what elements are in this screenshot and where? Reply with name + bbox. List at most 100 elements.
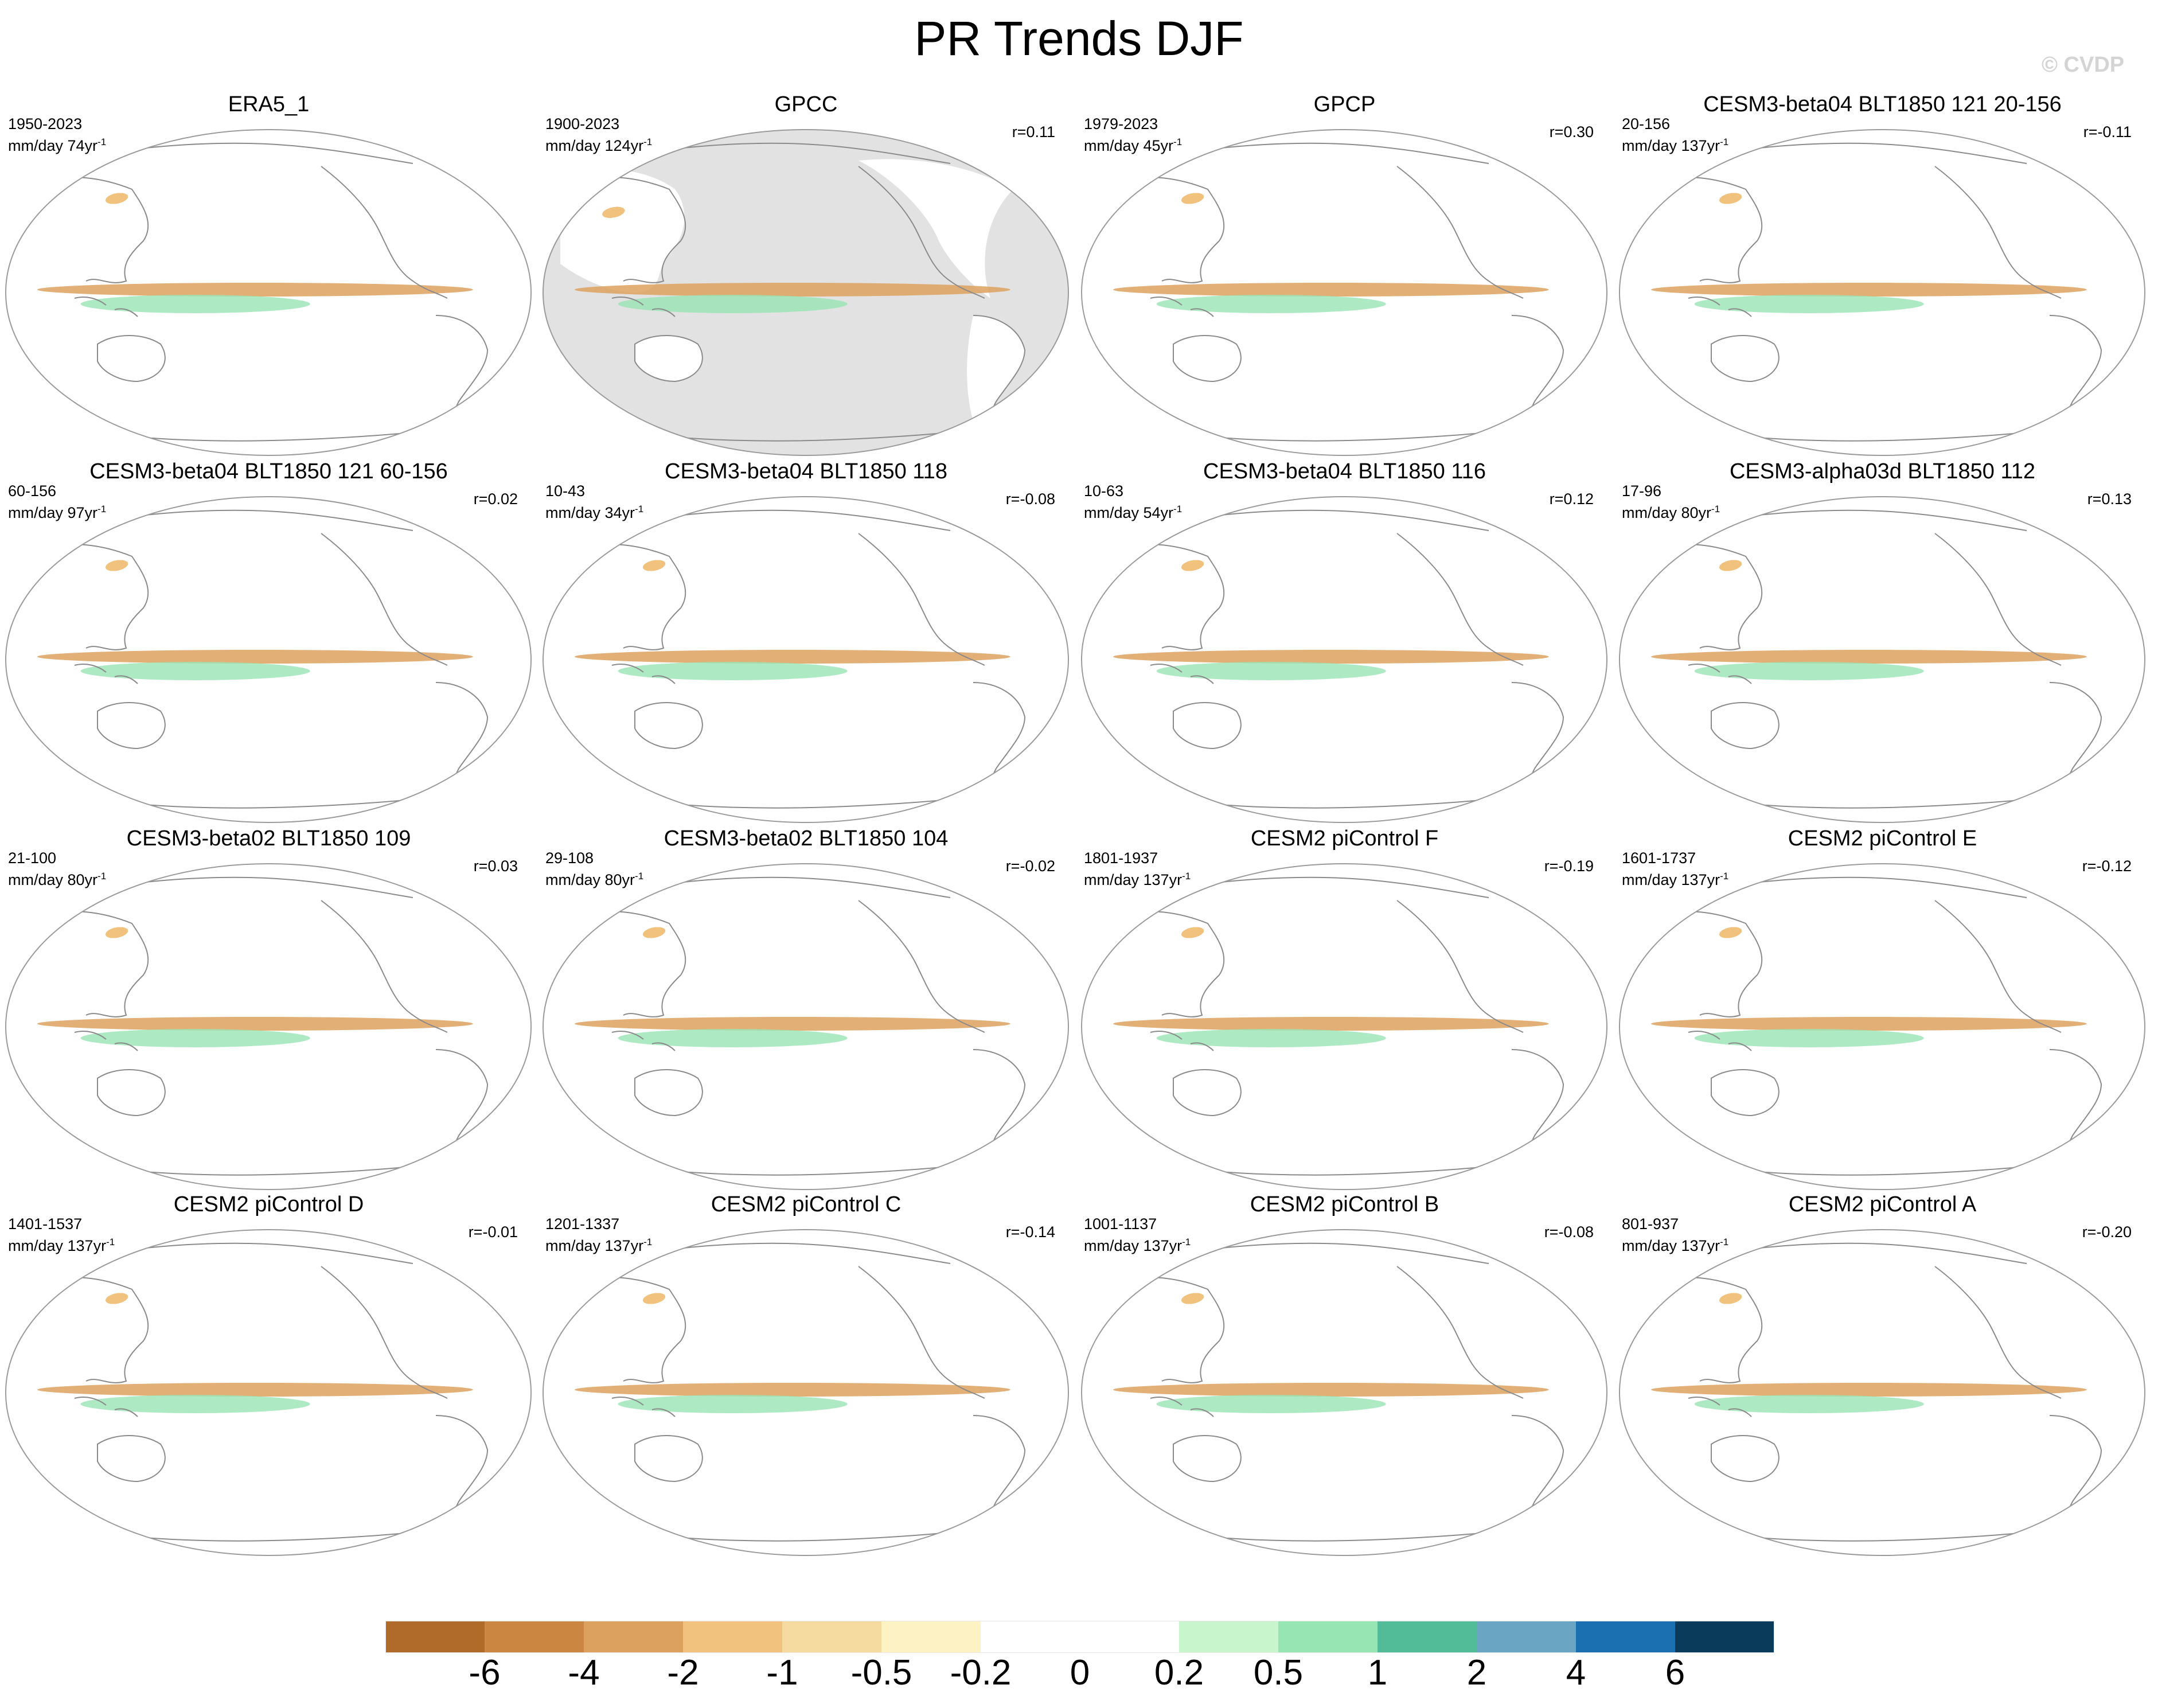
coastline [651,308,676,317]
coastline [1150,664,1183,673]
coastline [435,682,489,804]
coastline [1711,1435,1780,1483]
panel-units-text: mm/day 137yr [545,1237,644,1254]
coastline [80,424,471,442]
coastline [1511,315,1564,436]
colorbar-swatch [485,1621,584,1652]
coastline [973,1415,1026,1537]
coastline [114,675,138,684]
pattern-correlation: r=0.13 [2087,490,2132,508]
colorbar-tick-label: -0.5 [850,1653,912,1693]
units-exponent: -1 [1720,1237,1729,1247]
coastline [1190,876,1489,898]
coastline [114,1042,138,1051]
panel-period: 1979-2023 [1084,115,1158,132]
coastline [1728,1242,2027,1264]
coastline [80,1524,471,1542]
equatorial-trend-band [1650,1383,2087,1397]
panel-period: 1900-2023 [545,115,620,132]
world-map [543,496,1069,823]
world-map [5,496,532,823]
map-panel: CESM3-beta04 BLT1850 121 60-156 60-156 mm/… [0,459,537,826]
coastline [114,308,138,317]
coastline [611,1031,644,1040]
equatorial-trend-band [574,650,1010,664]
panel-units-text: mm/day 34yr [545,504,635,521]
panel-units-text: mm/day 137yr [1622,1237,1720,1254]
coastline [1693,791,2085,809]
colorbar-tick-label: -2 [667,1653,699,1693]
pattern-correlation: r=-0.02 [1005,857,1055,875]
panel-units-text: mm/day 74yr [8,137,98,154]
coastline [1693,1524,2085,1542]
coastline [74,1031,107,1040]
world-map [1081,129,1607,456]
map-panel: CESM2 piControl D 1401-1537 mm/day 137yr-1… [0,1192,537,1559]
coastline [651,1042,676,1051]
panel-units: mm/day 45yr-1 [1084,133,1182,155]
equatorial-trend-band [1113,1383,1549,1397]
coastline [2049,1415,2102,1537]
coastline [1728,509,2027,531]
colorbar-swatch [1576,1621,1676,1652]
equatorial-trend-band [618,662,848,680]
equatorial-trend-band [80,1029,310,1047]
precip-trend-contour [106,193,128,204]
coastline [1688,297,1720,306]
coastline [114,142,413,164]
coastline [1156,1524,1547,1542]
panel-period: 1401-1537 [8,1215,83,1233]
map-boundary [1619,496,2145,823]
units-exponent: -1 [1182,1237,1191,1247]
world-map [5,863,532,1190]
panel-period: 1950-2023 [8,115,83,132]
coastline [1396,1266,1524,1399]
panel-units-text: mm/day 137yr [1622,871,1720,888]
precip-trend-contour [602,206,625,218]
panel-period: 1601-1737 [1622,849,1696,867]
map-panel: CESM3-beta02 BLT1850 109 21-100 mm/day 80y… [0,826,537,1193]
world-map [5,1229,532,1556]
panel-title: CESM3-beta04 BLT1850 121 60-156 [89,459,448,483]
precip-trend-contour [106,927,128,938]
pattern-correlation: r=-0.14 [1005,1223,1055,1241]
panel-units: mm/day 137yr-1 [8,1233,115,1255]
coastline [1110,177,1225,283]
panel-period: 17-96 [1622,482,1662,500]
panel-period: 801-937 [1622,1215,1679,1233]
map-panel: ERA5_1 1950-2023 mm/day 74yr-1 [0,92,537,459]
panel-units-text: mm/day 137yr [1622,137,1720,154]
equatorial-trend-band [1113,1017,1549,1031]
coastline [634,335,703,383]
coastline [1728,1042,1752,1051]
coastline [1190,1042,1214,1051]
units-exponent: -1 [97,871,107,882]
coastline [34,1277,149,1383]
precip-trend-contour [1181,927,1204,938]
precip-trend-contour [1181,1293,1204,1304]
coastline [611,664,644,673]
coastline [611,297,644,306]
coastline [1648,1277,1763,1383]
coastline [571,911,686,1017]
coastline [74,297,107,306]
coastline [1173,1069,1242,1117]
map-panel: CESM2 piControl E 1601-1737 mm/day 137yr-1… [1614,826,2151,1193]
map-panel: CESM2 piControl C 1201-1337 mm/day 137yr-1… [537,1192,1075,1559]
equatorial-trend-band [80,662,310,680]
coastline [651,675,676,684]
panel-title: CESM2 piControl E [1788,826,1977,851]
coastline [1156,791,1547,809]
coastline [114,509,413,531]
coastline [1190,142,1489,164]
coastline [80,1158,471,1176]
panel-units: mm/day 80yr-1 [545,867,643,889]
world-map [5,129,532,456]
land-region [635,336,703,381]
units-exponent: -1 [635,504,644,514]
units-exponent: -1 [97,504,107,514]
colorbar-tick-label: -4 [568,1653,600,1693]
coastline [1648,911,1763,1017]
coastline [1728,308,1752,317]
panel-units: mm/day 80yr-1 [1622,500,1720,522]
